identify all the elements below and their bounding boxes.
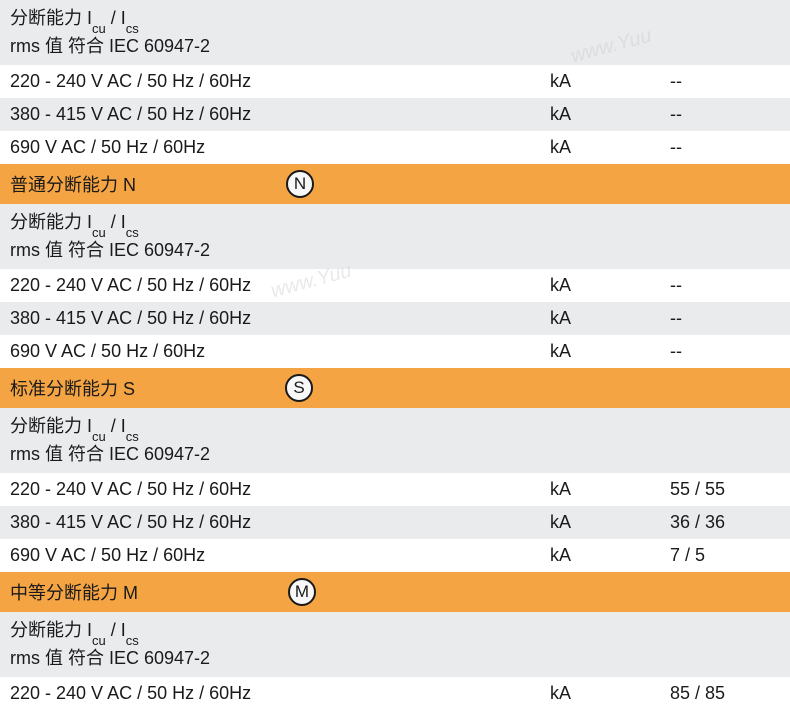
breaking-capacity-header: 分断能力 Icu / Ics rms 值 符合 IEC 60947-2 <box>0 204 790 269</box>
icu-label: 分断能力 Icu / Ics <box>10 620 139 640</box>
iec-compliance: rms 值 符合 IEC 60947-2 <box>10 240 210 260</box>
spec-row: 220 - 240 V AC / 50 Hz / 60HzkA-- <box>0 65 790 98</box>
unit: kA <box>550 137 670 158</box>
slash: / I <box>106 212 126 232</box>
sub-cu: cu <box>92 633 106 648</box>
m-icon: M <box>288 578 316 606</box>
spec-row: 690 V AC / 50 Hz / 60HzkA7 / 5 <box>0 539 790 572</box>
n-icon: N <box>286 170 314 198</box>
value: -- <box>670 275 780 296</box>
section-header-s: 标准分断能力 S S <box>0 368 790 408</box>
voltage-spec: 220 - 240 V AC / 50 Hz / 60Hz <box>10 71 550 92</box>
spec-row: 380 - 415 V AC / 50 Hz / 60HzkA-- <box>0 302 790 335</box>
spec-table: www.Yuu www.Yuu 分断能力 Icu / Ics rms 值 符合 … <box>0 0 790 710</box>
sub-cu: cu <box>92 225 106 240</box>
voltage-spec: 380 - 415 V AC / 50 Hz / 60Hz <box>10 308 550 329</box>
value: -- <box>670 308 780 329</box>
value: 85 / 85 <box>670 683 780 704</box>
value: -- <box>670 104 780 125</box>
spec-row: 380 - 415 V AC / 50 Hz / 60HzkA-- <box>0 98 790 131</box>
s-icon: S <box>285 374 313 402</box>
spec-row: 220 - 240 V AC / 50 Hz / 60HzkA-- <box>0 269 790 302</box>
label-text: 分断能力 I <box>10 212 92 232</box>
value: -- <box>670 71 780 92</box>
voltage-spec: 380 - 415 V AC / 50 Hz / 60Hz <box>10 104 550 125</box>
value: 36 / 36 <box>670 512 780 533</box>
label-text: 分断能力 I <box>10 620 92 640</box>
icu-label: 分断能力 Icu / Ics <box>10 212 139 232</box>
unit: kA <box>550 479 670 500</box>
voltage-spec: 690 V AC / 50 Hz / 60Hz <box>10 137 550 158</box>
slash: / I <box>106 8 126 28</box>
voltage-spec: 690 V AC / 50 Hz / 60Hz <box>10 545 550 566</box>
breaking-capacity-header: 分断能力 Icu / Ics rms 值 符合 IEC 60947-2 <box>0 612 790 677</box>
spec-row: 220 - 240 V AC / 50 Hz / 60HzkA55 / 55 <box>0 473 790 506</box>
voltage-spec: 220 - 240 V AC / 50 Hz / 60Hz <box>10 275 550 296</box>
label-text: 分断能力 I <box>10 416 92 436</box>
section-header-m: 中等分断能力 M M <box>0 572 790 612</box>
sub-cu: cu <box>92 429 106 444</box>
value: -- <box>670 341 780 362</box>
value: 7 / 5 <box>670 545 780 566</box>
voltage-spec: 220 - 240 V AC / 50 Hz / 60Hz <box>10 683 550 704</box>
sub-cs: cs <box>126 633 139 648</box>
unit: kA <box>550 104 670 125</box>
icu-label: 分断能力 Icu / Ics <box>10 416 139 436</box>
spec-row: 380 - 415 V AC / 50 Hz / 60HzkA36 / 36 <box>0 506 790 539</box>
iec-compliance: rms 值 符合 IEC 60947-2 <box>10 648 210 668</box>
voltage-spec: 690 V AC / 50 Hz / 60Hz <box>10 341 550 362</box>
section-m-title: 中等分断能力 M <box>10 579 138 605</box>
unit: kA <box>550 71 670 92</box>
unit: kA <box>550 308 670 329</box>
spec-row: 220 - 240 V AC / 50 Hz / 60HzkA85 / 85 <box>0 677 790 710</box>
icu-label: 分断能力 Icu / Ics <box>10 8 139 28</box>
voltage-spec: 380 - 415 V AC / 50 Hz / 60Hz <box>10 512 550 533</box>
slash: / I <box>106 620 126 640</box>
section-header-n: 普通分断能力 N N <box>0 164 790 204</box>
sub-cs: cs <box>126 21 139 36</box>
section-s-title: 标准分断能力 S <box>10 375 135 401</box>
iec-compliance: rms 值 符合 IEC 60947-2 <box>10 36 210 56</box>
label-text: 分断能力 I <box>10 8 92 28</box>
unit: kA <box>550 683 670 704</box>
sub-cs: cs <box>126 429 139 444</box>
spec-row: 690 V AC / 50 Hz / 60HzkA-- <box>0 131 790 164</box>
unit: kA <box>550 275 670 296</box>
unit: kA <box>550 512 670 533</box>
sub-cs: cs <box>126 225 139 240</box>
unit: kA <box>550 341 670 362</box>
value: 55 / 55 <box>670 479 780 500</box>
sub-cu: cu <box>92 21 106 36</box>
voltage-spec: 220 - 240 V AC / 50 Hz / 60Hz <box>10 479 550 500</box>
spec-row: 690 V AC / 50 Hz / 60HzkA-- <box>0 335 790 368</box>
value: -- <box>670 137 780 158</box>
breaking-capacity-header: 分断能力 Icu / Ics rms 值 符合 IEC 60947-2 <box>0 408 790 473</box>
section-n-title: 普通分断能力 N <box>10 171 136 197</box>
slash: / I <box>106 416 126 436</box>
iec-compliance: rms 值 符合 IEC 60947-2 <box>10 444 210 464</box>
unit: kA <box>550 545 670 566</box>
breaking-capacity-header: 分断能力 Icu / Ics rms 值 符合 IEC 60947-2 <box>0 0 790 65</box>
